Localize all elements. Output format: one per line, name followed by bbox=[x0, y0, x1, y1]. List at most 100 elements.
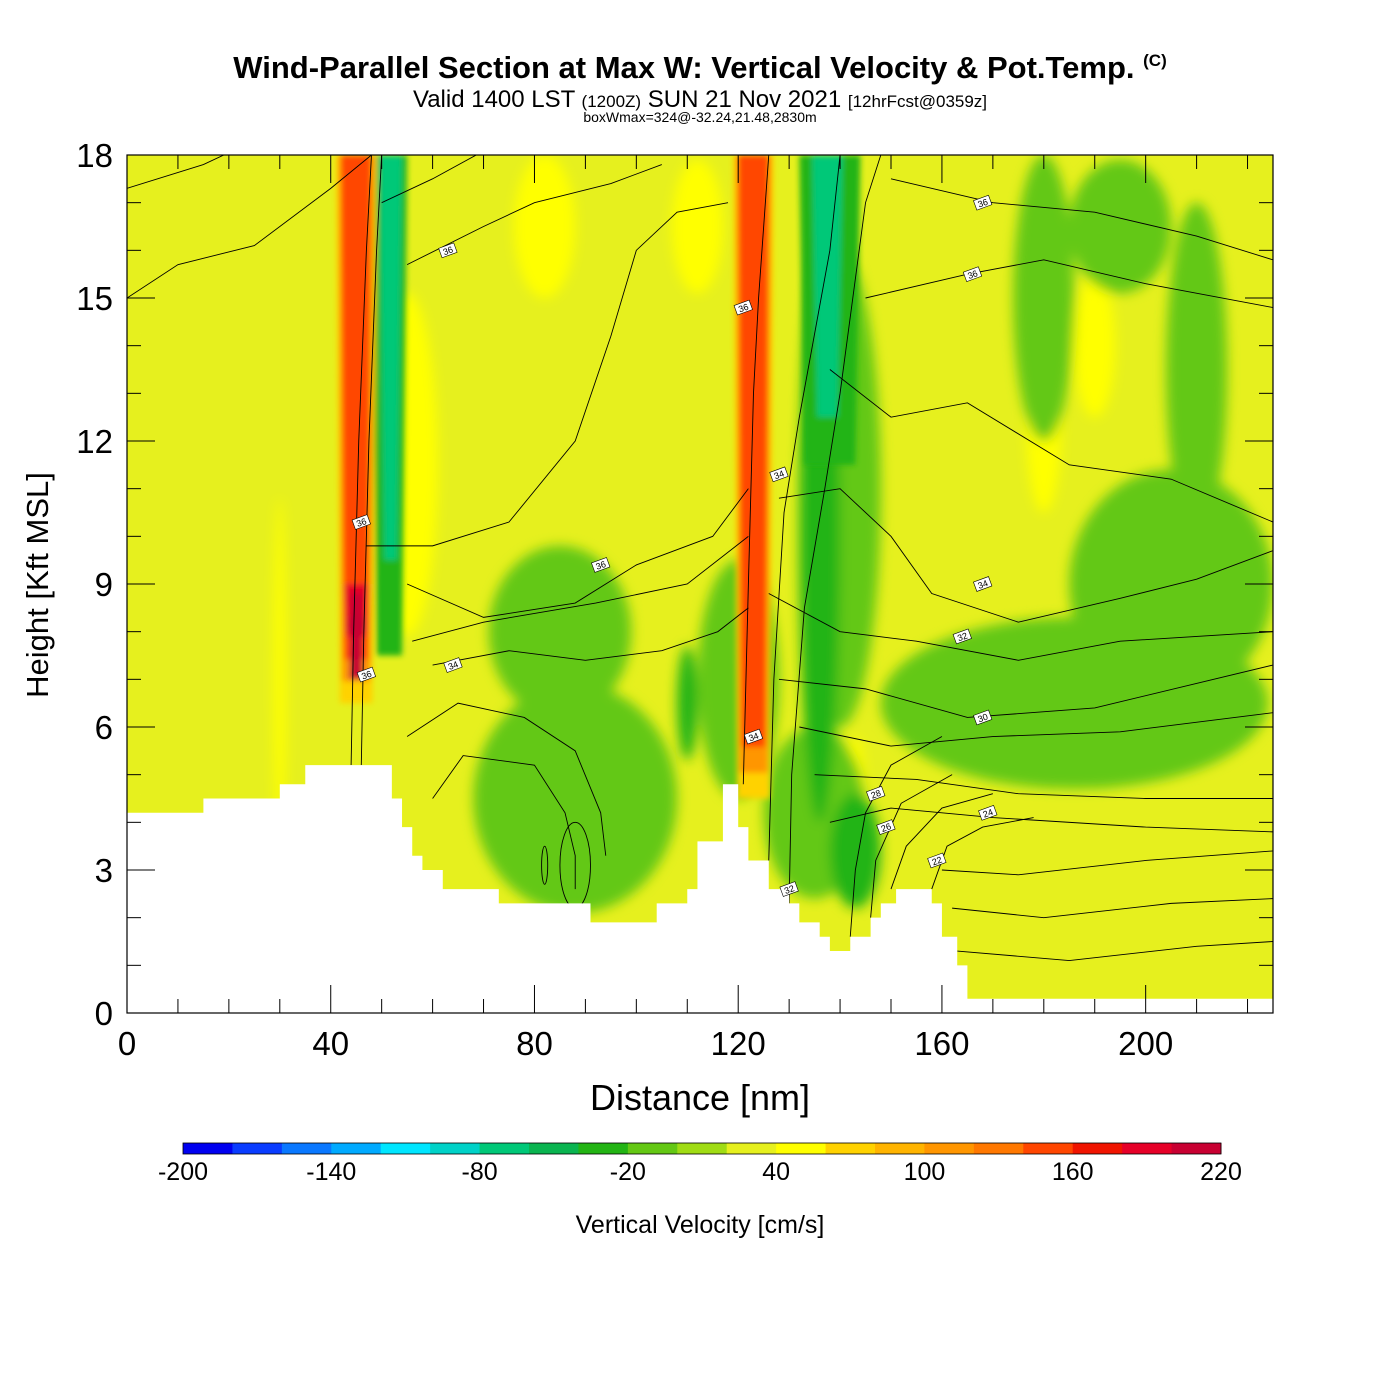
theta-contour-line bbox=[406, 488, 749, 618]
theta-contour-line bbox=[799, 712, 1273, 747]
contour-label-text: 34 bbox=[747, 731, 760, 744]
contour-label: 36 bbox=[438, 242, 458, 259]
forecast-info: [12hrFcst@0359z] bbox=[847, 92, 988, 111]
theta-contour-line bbox=[127, 155, 372, 299]
downdraft-area bbox=[488, 545, 632, 718]
colorbar-swatch bbox=[380, 1143, 431, 1154]
weak-updraft-area bbox=[514, 155, 576, 298]
contour-label-text: 36 bbox=[976, 197, 989, 210]
contour-label-text: 36 bbox=[355, 516, 368, 529]
valid-date: SUN 21 Nov 2021 bbox=[647, 86, 842, 113]
colorbar-swatch bbox=[1122, 1143, 1173, 1154]
contour-label-text: 24 bbox=[982, 807, 995, 820]
contour-label: 24 bbox=[978, 804, 998, 821]
contour-label: 28 bbox=[866, 785, 886, 802]
weak-updraft-area bbox=[273, 498, 286, 861]
contour-label: 34 bbox=[743, 728, 764, 745]
contour-label-box bbox=[973, 194, 993, 211]
y-tick-label: 6 bbox=[95, 709, 113, 746]
contour-label-box bbox=[952, 628, 972, 645]
y-axis-label: Height [Kft MSL] bbox=[20, 472, 55, 698]
y-tick-label: 0 bbox=[95, 995, 113, 1032]
y-tick-label: 12 bbox=[76, 423, 113, 460]
colorbar-swatch bbox=[430, 1143, 481, 1154]
colorbar-tick-label: -200 bbox=[158, 1158, 208, 1186]
colorbar-swatch bbox=[232, 1143, 283, 1154]
theta-contour-line bbox=[814, 774, 1273, 799]
theta-contour-line bbox=[778, 488, 1273, 623]
theta-contour-line bbox=[778, 664, 1273, 718]
theta-contour-line bbox=[412, 535, 749, 642]
contour-label-text: 36 bbox=[360, 669, 373, 682]
contour-label-box bbox=[866, 785, 886, 802]
contour-label: 36 bbox=[351, 514, 371, 530]
contour-label-text: 36 bbox=[737, 302, 750, 315]
theta-contour-line bbox=[381, 155, 478, 204]
downdraft-area bbox=[1069, 469, 1273, 699]
x-tick-label: 200 bbox=[1118, 1025, 1173, 1062]
x-tick-label: 40 bbox=[312, 1025, 349, 1062]
contour-label: 36 bbox=[733, 299, 753, 316]
contour-label-text: 36 bbox=[442, 244, 455, 257]
chart-subtitle: Valid 1400 LST (1200Z) SUN 21 Nov 2021 [… bbox=[0, 86, 1400, 114]
y-tick-label: 15 bbox=[76, 280, 113, 317]
contour-label: 22 bbox=[927, 852, 947, 869]
colorbar-swatch bbox=[924, 1143, 975, 1154]
contour-label: 26 bbox=[876, 819, 896, 835]
theta-contour-line bbox=[865, 259, 1273, 308]
colorbar-swatch bbox=[529, 1143, 579, 1154]
contour-label: 32 bbox=[779, 881, 799, 897]
strong-downdraft-area bbox=[677, 645, 698, 761]
contour-label: 34 bbox=[973, 576, 993, 592]
theta-contour-line bbox=[788, 155, 882, 904]
colorbar-tick-label: 40 bbox=[762, 1158, 790, 1186]
contour-label-box bbox=[743, 728, 764, 745]
y-tick-label: 9 bbox=[95, 566, 113, 603]
contour-label: 36 bbox=[973, 194, 993, 211]
contour-label: 36 bbox=[356, 666, 376, 683]
colorbar-tick-label: -20 bbox=[610, 1158, 646, 1186]
theta-contour-line bbox=[768, 155, 841, 861]
theta-contour-line bbox=[541, 845, 549, 885]
theta-contour-line bbox=[406, 164, 662, 266]
contour-label-box bbox=[876, 819, 896, 835]
contour-label-box bbox=[973, 576, 993, 592]
contour-label: 34 bbox=[769, 466, 789, 483]
theta-contour-line bbox=[941, 850, 1273, 876]
strong-downdraft-area bbox=[829, 793, 881, 909]
box-wmax-note: boxWmax=324@-32.24,21.48,2830m bbox=[583, 109, 817, 125]
contour-label-box bbox=[351, 514, 371, 530]
colorbar-swatch bbox=[1072, 1143, 1123, 1154]
valid-time: Valid 1400 LST bbox=[412, 86, 575, 113]
contour-label-box bbox=[927, 852, 947, 869]
theta-contour-line bbox=[890, 178, 1273, 261]
colorbar-swatch bbox=[726, 1143, 777, 1154]
colorbar-tick-label: -140 bbox=[306, 1158, 356, 1186]
theta-contour-line bbox=[957, 941, 1273, 962]
x-tick-label: 160 bbox=[914, 1025, 969, 1062]
contour-label-text: 26 bbox=[880, 821, 893, 834]
contour-label-box bbox=[962, 266, 983, 282]
contour-label-box bbox=[973, 709, 993, 726]
contour-label-box bbox=[769, 466, 789, 483]
y-tick-label: 18 bbox=[76, 137, 113, 174]
theta-contour-line bbox=[432, 607, 749, 666]
colorbar-tick-label: -80 bbox=[462, 1158, 498, 1186]
contour-label: 30 bbox=[973, 709, 993, 726]
colorbar-swatch bbox=[281, 1143, 332, 1154]
theta-contour-line bbox=[829, 807, 1273, 833]
theta-contour-labels: 36 36 36 36 36 36 36 34 34 34 34 32 32 30 28 26 24 22 bbox=[351, 194, 998, 897]
updraft-core-1-band bbox=[349, 593, 363, 680]
theta-contour-line bbox=[366, 202, 729, 547]
colorbar-swatch bbox=[776, 1143, 827, 1154]
colorbar-swatch bbox=[627, 1143, 678, 1154]
contour-label: 36 bbox=[591, 557, 611, 573]
x-axis-label: Distance [nm] bbox=[590, 1077, 810, 1118]
colorbar-swatch bbox=[875, 1143, 925, 1154]
contour-label-box bbox=[733, 299, 753, 316]
contour-label-box bbox=[438, 242, 458, 259]
theta-contour-line bbox=[931, 817, 1034, 890]
colorbar-swatch bbox=[331, 1143, 382, 1154]
theta-contour-line bbox=[829, 369, 1273, 523]
colorbar-tick-label: 160 bbox=[1052, 1158, 1094, 1186]
